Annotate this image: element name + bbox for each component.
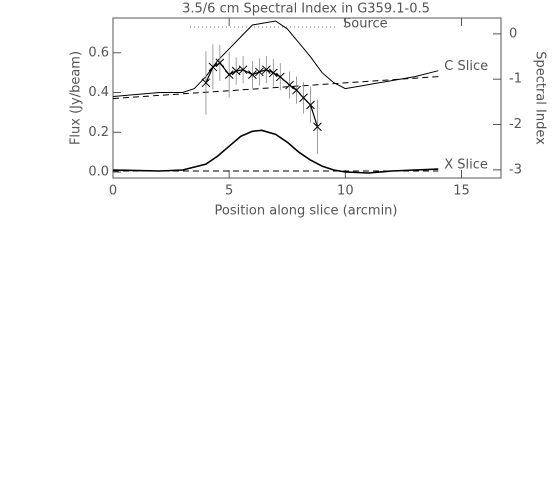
x-tick-label: 0 bbox=[109, 184, 117, 199]
point-marker bbox=[231, 66, 241, 76]
point-marker bbox=[224, 70, 234, 80]
point-marker bbox=[255, 67, 264, 77]
point-marker bbox=[208, 62, 218, 72]
point-marker bbox=[313, 122, 322, 132]
series-label: X Slice bbox=[444, 158, 488, 173]
x-tick-label: 15 bbox=[453, 184, 470, 199]
chart-title: 3.5/6 cm Spectral Index in G359.1-0.5 bbox=[182, 2, 430, 17]
point-marker bbox=[285, 80, 294, 90]
point-marker bbox=[299, 93, 308, 103]
annotation: Source bbox=[343, 17, 388, 32]
x-axis-label: Position along slice (arcmin) bbox=[214, 204, 397, 219]
flux-line bbox=[112, 76, 439, 99]
point-marker bbox=[201, 78, 211, 88]
point-marker bbox=[215, 58, 225, 68]
y-axis-label: Flux (Jy/beam) bbox=[69, 51, 84, 145]
y2-tick-label: 0 bbox=[509, 26, 517, 41]
x-tick-label: 5 bbox=[225, 184, 233, 199]
point-marker bbox=[238, 65, 248, 75]
y2-tick-label: -3 bbox=[509, 162, 522, 177]
y-tick-label: 0.6 bbox=[88, 45, 109, 60]
point-marker bbox=[268, 68, 278, 78]
x-tick-label: 10 bbox=[337, 184, 354, 199]
y-tick-label: 0.4 bbox=[88, 85, 109, 100]
point-marker bbox=[248, 70, 257, 80]
y2-tick-label: -2 bbox=[509, 117, 522, 132]
flux-line bbox=[112, 20, 439, 97]
flux-line bbox=[112, 129, 439, 174]
point-marker bbox=[275, 72, 285, 82]
y-tick-label: 0.0 bbox=[88, 165, 109, 180]
point-marker bbox=[292, 85, 301, 95]
y2-tick-label: -1 bbox=[509, 72, 522, 87]
series-label: C Slice bbox=[444, 59, 488, 74]
point-marker bbox=[261, 65, 271, 75]
point-marker bbox=[306, 100, 315, 110]
y-tick-label: 0.2 bbox=[88, 125, 109, 140]
y2-axis-label: Spectral Index bbox=[533, 51, 548, 145]
plot-frame bbox=[112, 17, 502, 179]
